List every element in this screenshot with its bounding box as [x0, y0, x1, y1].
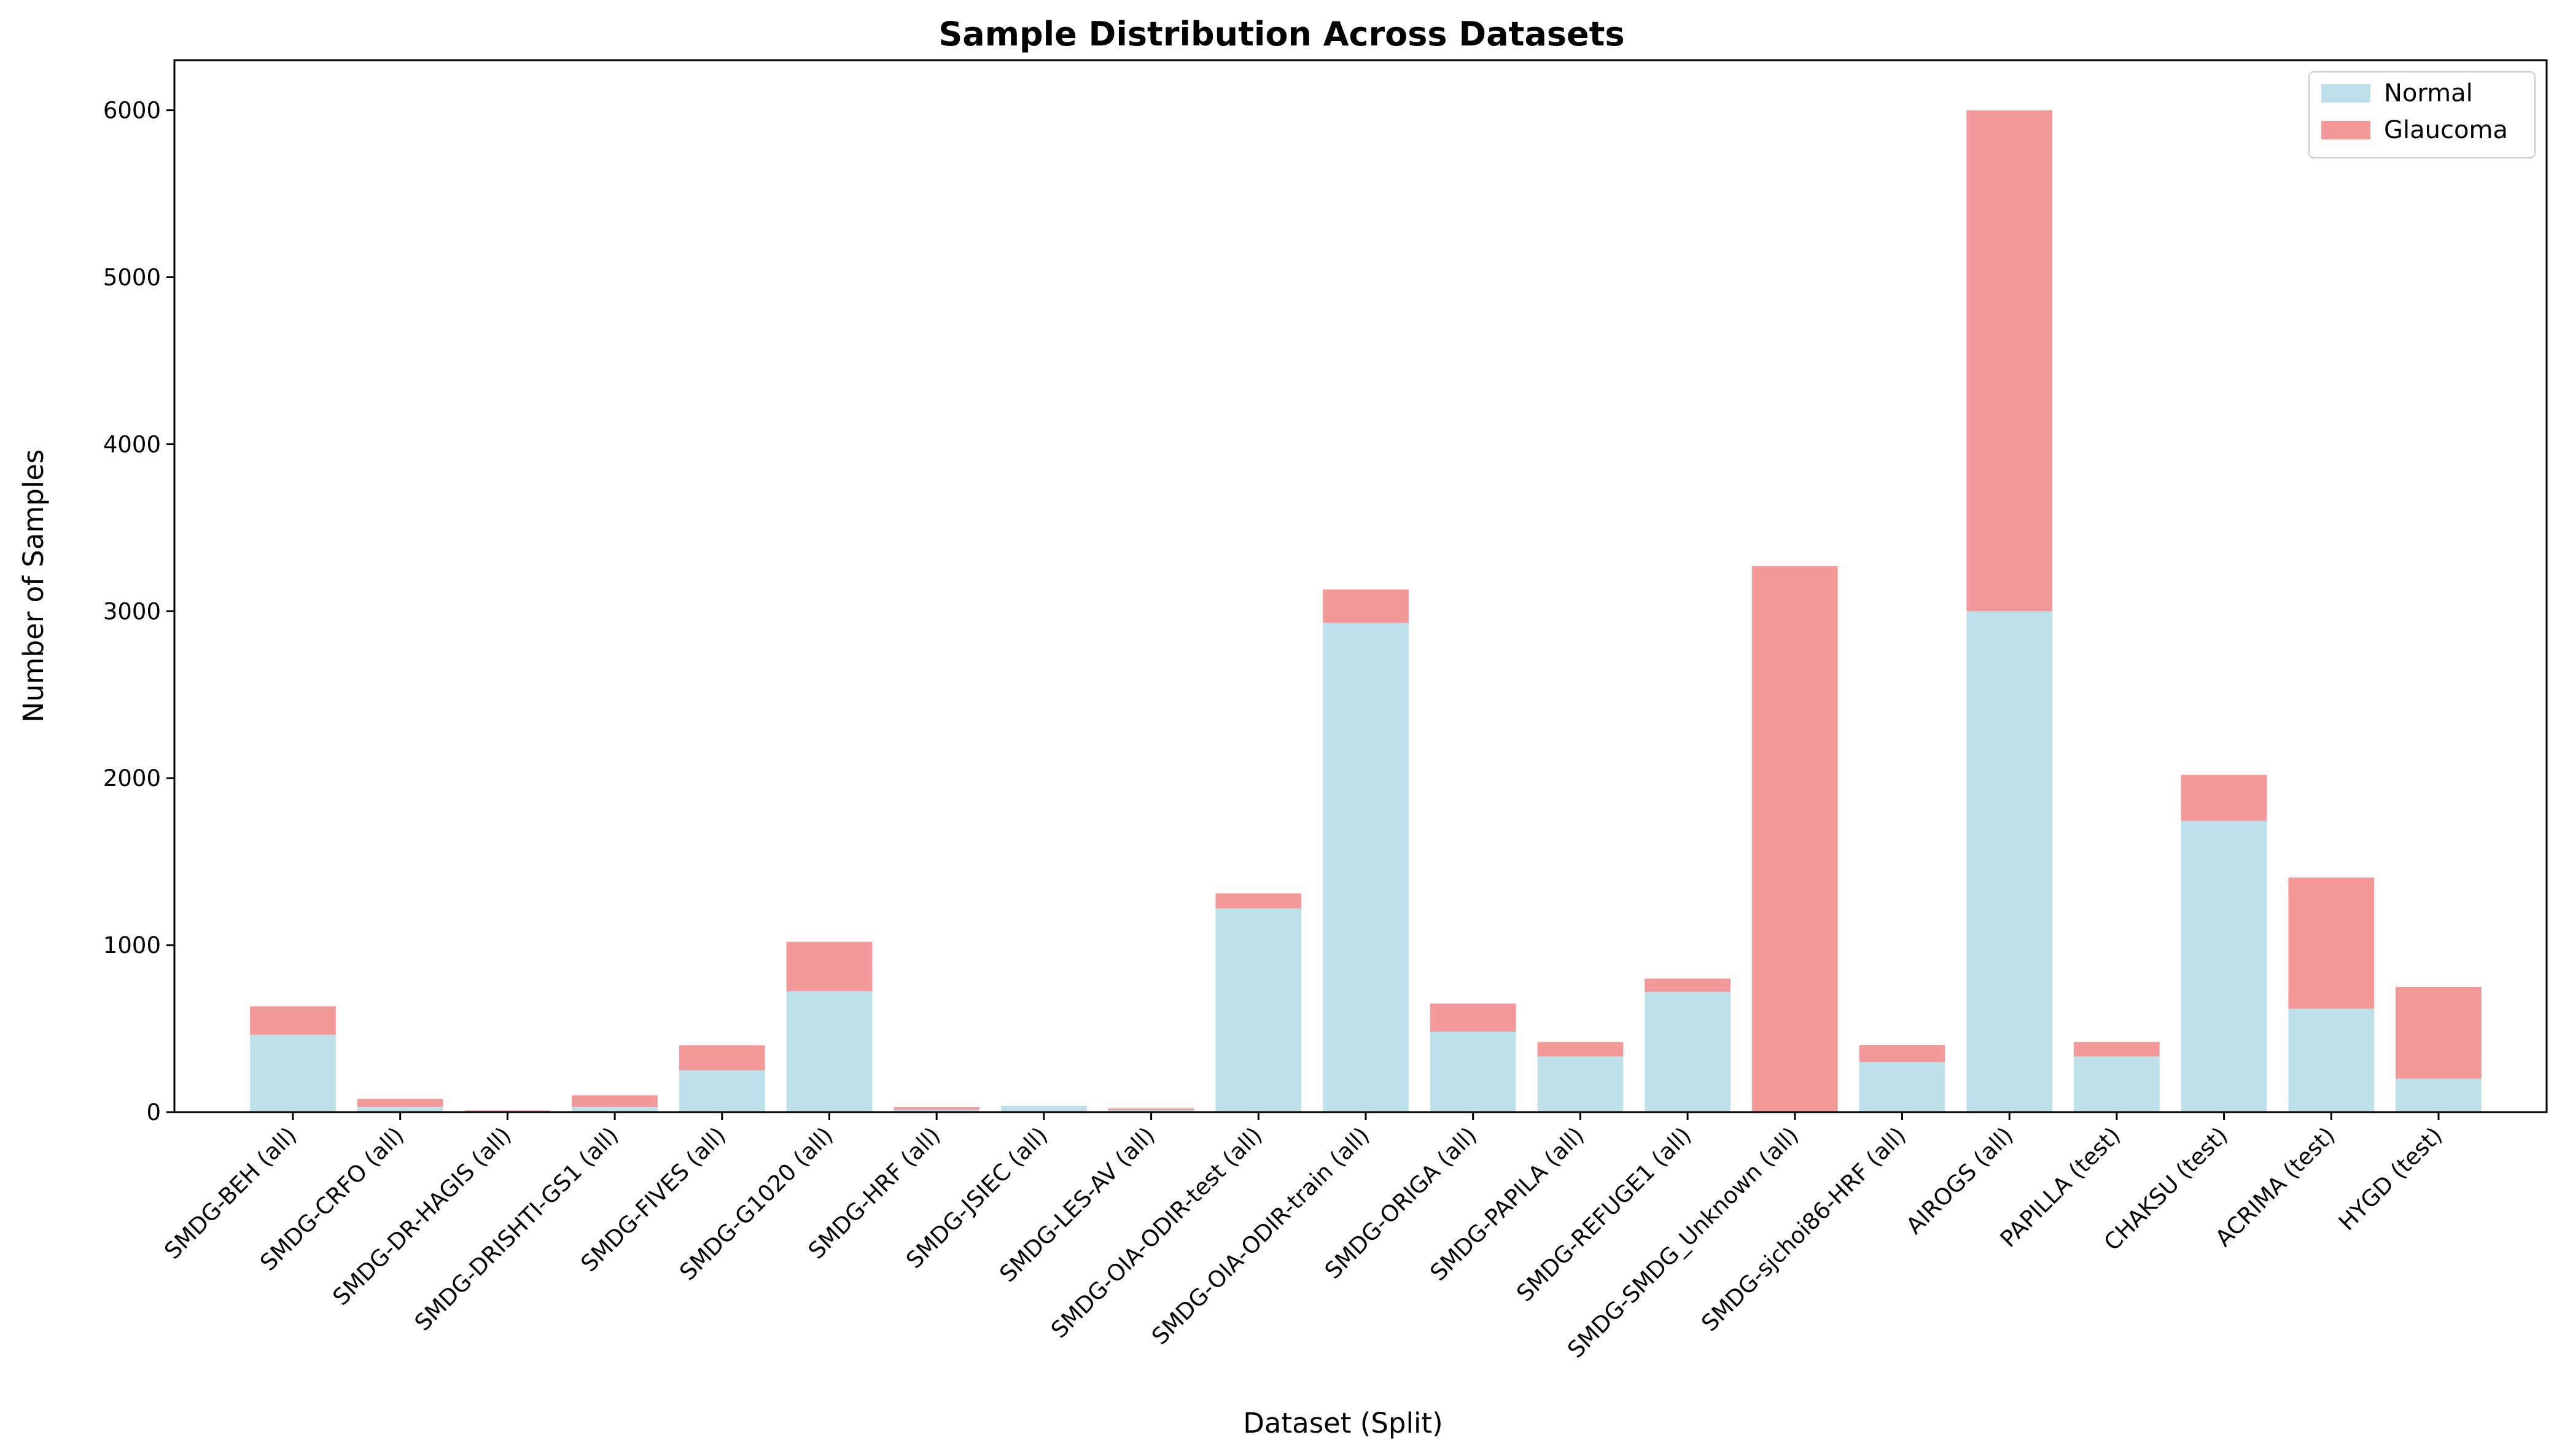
- bar-glaucoma: [250, 1006, 336, 1035]
- y-tick-label: 6000: [103, 98, 161, 124]
- bar-normal: [1859, 1062, 1945, 1112]
- bar-normal: [572, 1107, 658, 1112]
- bar-glaucoma: [786, 941, 873, 992]
- plot-frame: [173, 59, 2548, 1113]
- y-tick-label: 2000: [103, 765, 161, 792]
- bar-glaucoma: [894, 1107, 980, 1110]
- bar-normal: [894, 1109, 980, 1112]
- y-axis-label: Number of Samples: [17, 450, 50, 723]
- bar-normal: [2074, 1056, 2160, 1112]
- bar-glaucoma: [1215, 893, 1302, 909]
- bar-normal: [2181, 820, 2267, 1112]
- bar-normal: [679, 1070, 765, 1112]
- bar-normal: [1323, 623, 1409, 1112]
- legend-swatch-normal: [2321, 84, 2370, 103]
- bars-layer: [250, 110, 2482, 1112]
- bar-normal: [1215, 908, 1302, 1112]
- y-tick-label: 1000: [103, 932, 161, 959]
- bar-glaucoma: [1859, 1045, 1945, 1062]
- bar-normal: [2288, 1008, 2375, 1112]
- bar-glaucoma: [1537, 1041, 1624, 1057]
- bar-normal: [1645, 992, 1731, 1112]
- bar-glaucoma: [1430, 1003, 1516, 1032]
- y-tick-label: 4000: [103, 431, 161, 457]
- x-axis-label: Dataset (Split): [1243, 1407, 1443, 1439]
- bar-normal: [250, 1035, 336, 1112]
- bar-glaucoma: [1108, 1108, 1194, 1111]
- legend-swatch-glaucoma: [2321, 121, 2370, 139]
- bar-normal: [1001, 1105, 1087, 1112]
- bar-glaucoma: [1645, 978, 1731, 992]
- bar-glaucoma: [2074, 1041, 2160, 1057]
- bar-glaucoma: [1323, 589, 1409, 623]
- chart-title: Sample Distribution Across Datasets: [938, 15, 1624, 53]
- bar-glaucoma: [679, 1045, 765, 1071]
- bar-glaucoma: [357, 1099, 443, 1107]
- bar-normal: [1966, 611, 2053, 1112]
- y-axis: 0 1000 2000 3000 4000 5000 6000: [103, 98, 174, 1126]
- y-tick-label: 3000: [103, 598, 161, 625]
- y-tick-label: 0: [146, 1099, 161, 1126]
- legend: Normal Glaucoma: [2308, 71, 2536, 158]
- bar-normal: [1537, 1056, 1624, 1112]
- bar-glaucoma: [572, 1095, 658, 1107]
- bar-normal: [1430, 1031, 1516, 1112]
- bar-glaucoma: [2396, 987, 2482, 1079]
- bar-normal: [2396, 1078, 2482, 1112]
- bar-glaucoma: [1751, 566, 1838, 1112]
- legend-label-normal: Normal: [2384, 79, 2473, 107]
- bar-glaucoma: [1966, 110, 2053, 612]
- bar-glaucoma: [2288, 877, 2375, 1009]
- bar-glaucoma: [2181, 774, 2267, 821]
- legend-label-glaucoma: Glaucoma: [2384, 116, 2508, 144]
- bar-normal: [786, 991, 873, 1112]
- y-tick-label: 5000: [103, 264, 161, 290]
- bar-normal: [357, 1107, 443, 1112]
